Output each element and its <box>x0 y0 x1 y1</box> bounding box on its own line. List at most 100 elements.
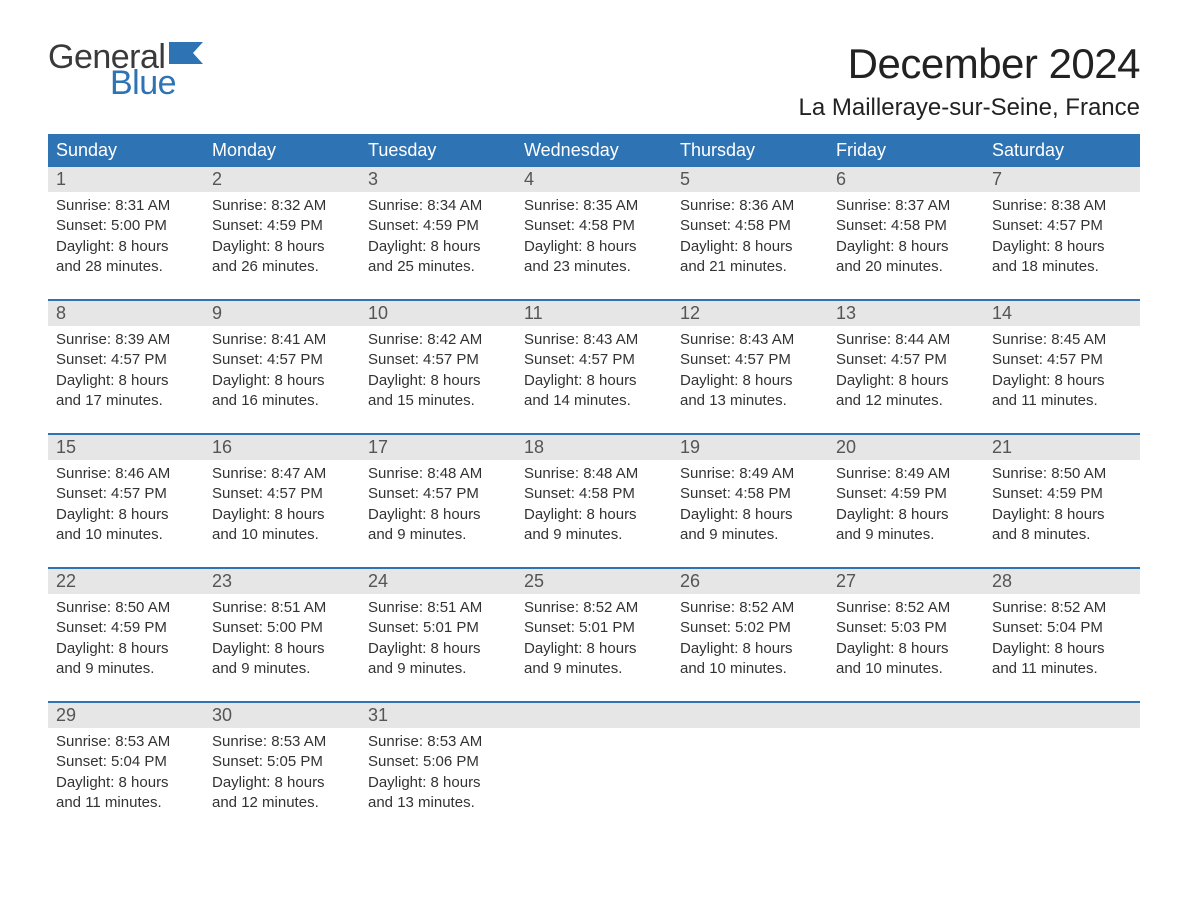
sunset-text: Sunset: 4:57 PM <box>212 484 352 504</box>
daylight-text-2: and 11 minutes. <box>56 793 196 813</box>
day-number: 24 <box>360 569 516 594</box>
day-cell: Sunrise: 8:44 AMSunset: 4:57 PMDaylight:… <box>828 326 984 419</box>
title-block: December 2024 La Mailleraye-sur-Seine, F… <box>799 40 1140 122</box>
daylight-text-2: and 11 minutes. <box>992 391 1132 411</box>
daylight-text-2: and 10 minutes. <box>680 659 820 679</box>
sunset-text: Sunset: 5:00 PM <box>56 216 196 236</box>
calendar-week: 293031Sunrise: 8:53 AMSunset: 5:04 PMDay… <box>48 701 1140 821</box>
daylight-text-2: and 20 minutes. <box>836 257 976 277</box>
day-cell: Sunrise: 8:52 AMSunset: 5:03 PMDaylight:… <box>828 594 984 687</box>
daylight-text-2: and 26 minutes. <box>212 257 352 277</box>
day-number: 13 <box>828 301 984 326</box>
day-cell: Sunrise: 8:51 AMSunset: 5:01 PMDaylight:… <box>360 594 516 687</box>
daylight-text-1: Daylight: 8 hours <box>212 237 352 257</box>
day-body-row: Sunrise: 8:39 AMSunset: 4:57 PMDaylight:… <box>48 326 1140 419</box>
day-cell: Sunrise: 8:52 AMSunset: 5:04 PMDaylight:… <box>984 594 1140 687</box>
sunrise-text: Sunrise: 8:52 AM <box>992 598 1132 618</box>
sunset-text: Sunset: 5:04 PM <box>56 752 196 772</box>
daylight-text-2: and 18 minutes. <box>992 257 1132 277</box>
sunset-text: Sunset: 4:57 PM <box>992 350 1132 370</box>
daylight-text-1: Daylight: 8 hours <box>212 505 352 525</box>
day-body-row: Sunrise: 8:50 AMSunset: 4:59 PMDaylight:… <box>48 594 1140 687</box>
daylight-text-2: and 21 minutes. <box>680 257 820 277</box>
calendar-week: 22232425262728Sunrise: 8:50 AMSunset: 4:… <box>48 567 1140 687</box>
sunset-text: Sunset: 4:57 PM <box>992 216 1132 236</box>
calendar-week: 15161718192021Sunrise: 8:46 AMSunset: 4:… <box>48 433 1140 553</box>
daylight-text-2: and 9 minutes. <box>524 659 664 679</box>
day-body-row: Sunrise: 8:46 AMSunset: 4:57 PMDaylight:… <box>48 460 1140 553</box>
day-of-week-cell: Sunday <box>48 134 204 167</box>
day-number: 20 <box>828 435 984 460</box>
day-cell: Sunrise: 8:39 AMSunset: 4:57 PMDaylight:… <box>48 326 204 419</box>
day-cell: Sunrise: 8:43 AMSunset: 4:57 PMDaylight:… <box>516 326 672 419</box>
daylight-text-1: Daylight: 8 hours <box>212 371 352 391</box>
daylight-text-1: Daylight: 8 hours <box>368 773 508 793</box>
daylight-text-1: Daylight: 8 hours <box>992 371 1132 391</box>
day-number: 15 <box>48 435 204 460</box>
sunset-text: Sunset: 5:02 PM <box>680 618 820 638</box>
day-number: 12 <box>672 301 828 326</box>
day-cell: Sunrise: 8:49 AMSunset: 4:59 PMDaylight:… <box>828 460 984 553</box>
daylight-text-2: and 9 minutes. <box>368 659 508 679</box>
day-cell: Sunrise: 8:51 AMSunset: 5:00 PMDaylight:… <box>204 594 360 687</box>
sunset-text: Sunset: 4:57 PM <box>56 484 196 504</box>
day-number: 10 <box>360 301 516 326</box>
day-number: 8 <box>48 301 204 326</box>
day-number <box>516 703 672 728</box>
daylight-text-2: and 14 minutes. <box>524 391 664 411</box>
sunrise-text: Sunrise: 8:46 AM <box>56 464 196 484</box>
daylight-text-1: Daylight: 8 hours <box>368 237 508 257</box>
day-cell: Sunrise: 8:37 AMSunset: 4:58 PMDaylight:… <box>828 192 984 285</box>
daylight-text-1: Daylight: 8 hours <box>680 505 820 525</box>
day-number-row: 1234567 <box>48 167 1140 192</box>
daylight-text-1: Daylight: 8 hours <box>836 505 976 525</box>
sunset-text: Sunset: 5:01 PM <box>368 618 508 638</box>
daylight-text-2: and 12 minutes. <box>212 793 352 813</box>
day-cell: Sunrise: 8:34 AMSunset: 4:59 PMDaylight:… <box>360 192 516 285</box>
daylight-text-2: and 10 minutes. <box>56 525 196 545</box>
sunrise-text: Sunrise: 8:43 AM <box>680 330 820 350</box>
sunset-text: Sunset: 4:58 PM <box>680 484 820 504</box>
sunset-text: Sunset: 4:58 PM <box>836 216 976 236</box>
day-number <box>984 703 1140 728</box>
daylight-text-1: Daylight: 8 hours <box>992 505 1132 525</box>
day-number: 30 <box>204 703 360 728</box>
daylight-text-1: Daylight: 8 hours <box>992 237 1132 257</box>
day-number <box>828 703 984 728</box>
day-number: 16 <box>204 435 360 460</box>
day-of-week-header: SundayMondayTuesdayWednesdayThursdayFrid… <box>48 134 1140 167</box>
daylight-text-2: and 9 minutes. <box>680 525 820 545</box>
sunrise-text: Sunrise: 8:41 AM <box>212 330 352 350</box>
sunrise-text: Sunrise: 8:37 AM <box>836 196 976 216</box>
sunset-text: Sunset: 4:59 PM <box>992 484 1132 504</box>
sunset-text: Sunset: 4:59 PM <box>836 484 976 504</box>
day-of-week-cell: Friday <box>828 134 984 167</box>
daylight-text-1: Daylight: 8 hours <box>212 773 352 793</box>
day-number: 29 <box>48 703 204 728</box>
day-cell: Sunrise: 8:48 AMSunset: 4:58 PMDaylight:… <box>516 460 672 553</box>
day-cell: Sunrise: 8:50 AMSunset: 4:59 PMDaylight:… <box>984 460 1140 553</box>
daylight-text-1: Daylight: 8 hours <box>836 237 976 257</box>
sunrise-text: Sunrise: 8:51 AM <box>212 598 352 618</box>
sunset-text: Sunset: 4:59 PM <box>56 618 196 638</box>
sunrise-text: Sunrise: 8:35 AM <box>524 196 664 216</box>
sunrise-text: Sunrise: 8:48 AM <box>368 464 508 484</box>
sunset-text: Sunset: 4:57 PM <box>524 350 664 370</box>
sunrise-text: Sunrise: 8:44 AM <box>836 330 976 350</box>
daylight-text-1: Daylight: 8 hours <box>368 505 508 525</box>
daylight-text-1: Daylight: 8 hours <box>992 639 1132 659</box>
header: General Blue December 2024 La Mailleraye… <box>48 40 1140 122</box>
sunset-text: Sunset: 4:58 PM <box>680 216 820 236</box>
day-number: 26 <box>672 569 828 594</box>
day-number: 7 <box>984 167 1140 192</box>
daylight-text-2: and 16 minutes. <box>212 391 352 411</box>
daylight-text-2: and 9 minutes. <box>368 525 508 545</box>
day-number: 17 <box>360 435 516 460</box>
daylight-text-1: Daylight: 8 hours <box>836 639 976 659</box>
sunrise-text: Sunrise: 8:52 AM <box>524 598 664 618</box>
day-cell: Sunrise: 8:35 AMSunset: 4:58 PMDaylight:… <box>516 192 672 285</box>
sunrise-text: Sunrise: 8:36 AM <box>680 196 820 216</box>
daylight-text-1: Daylight: 8 hours <box>680 639 820 659</box>
day-cell <box>984 728 1140 821</box>
day-number: 31 <box>360 703 516 728</box>
